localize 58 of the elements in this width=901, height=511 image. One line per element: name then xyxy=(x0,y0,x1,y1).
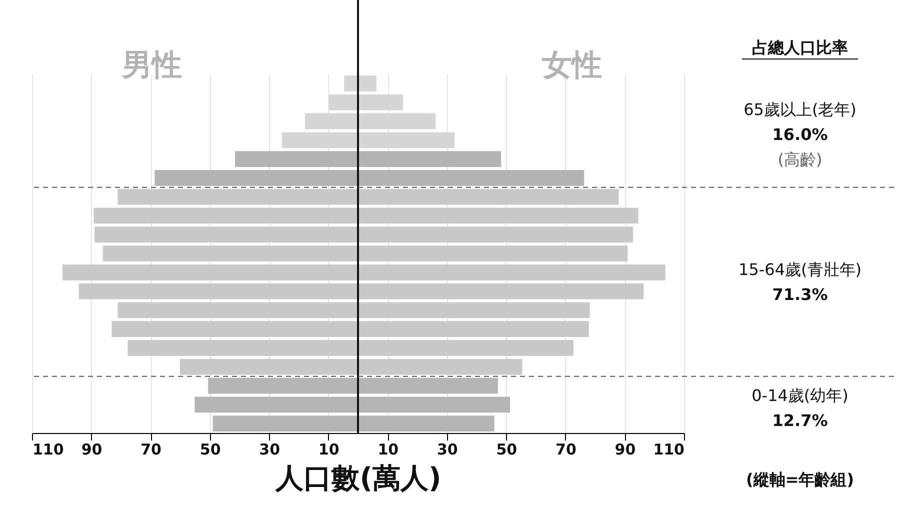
x-tick-label: 10 xyxy=(378,440,399,458)
bar xyxy=(358,302,590,318)
bar xyxy=(358,132,455,148)
bar xyxy=(235,151,358,167)
text: 15-64歲(青壯年) 71.3% xyxy=(738,260,862,304)
bar xyxy=(358,76,376,92)
x-tick-label: 110 xyxy=(653,440,684,458)
bar xyxy=(358,246,628,262)
bar xyxy=(358,321,589,338)
x-tick-label: 70 xyxy=(140,440,162,458)
bar xyxy=(358,283,644,300)
bar xyxy=(62,264,358,280)
bar xyxy=(358,188,619,205)
bar xyxy=(208,378,358,394)
bar xyxy=(358,396,510,413)
bar xyxy=(102,246,358,262)
bar xyxy=(358,226,634,243)
text: (縱軸=年齡組) xyxy=(746,470,854,489)
bar xyxy=(358,264,666,280)
bar xyxy=(304,113,358,130)
bar xyxy=(180,358,358,375)
x-tick-label: 90 xyxy=(614,440,636,458)
text: 65歲以上(老年) 16.0% (高齡) xyxy=(744,100,856,169)
bar xyxy=(212,416,358,432)
bar xyxy=(94,208,358,224)
bar xyxy=(358,208,638,224)
bar xyxy=(358,416,494,432)
bar xyxy=(78,283,358,300)
bar xyxy=(358,340,574,356)
bar xyxy=(358,94,404,110)
bar xyxy=(154,170,358,186)
bar xyxy=(358,170,584,186)
x-tick-label: 70 xyxy=(556,440,576,458)
bar xyxy=(358,113,436,130)
x-tick-label: 10 xyxy=(318,440,340,458)
bar xyxy=(328,94,358,110)
x-tick-label: 50 xyxy=(496,440,518,458)
x-tick-label: 30 xyxy=(436,440,458,458)
bar xyxy=(194,396,358,413)
bar xyxy=(128,340,358,356)
bar xyxy=(358,358,522,375)
bar xyxy=(118,188,358,205)
bar xyxy=(112,321,358,338)
x-tick-label: 30 xyxy=(259,440,280,458)
x-tick-label: 50 xyxy=(200,440,221,458)
x-tick-label: 90 xyxy=(81,440,102,458)
bar xyxy=(358,151,502,167)
text: 占總人口比率 xyxy=(752,38,848,57)
bar xyxy=(282,132,358,148)
text: 0-14歲(幼年) 12.7% xyxy=(752,386,848,430)
bar xyxy=(358,378,498,394)
x-axis-title: 人口數(萬人) xyxy=(274,462,442,494)
bar xyxy=(344,76,358,92)
text: 男性 xyxy=(121,48,182,83)
x-tick-label: 110 xyxy=(32,440,64,458)
text: 女性 xyxy=(541,48,602,83)
bar xyxy=(94,226,358,243)
bar xyxy=(118,302,358,318)
